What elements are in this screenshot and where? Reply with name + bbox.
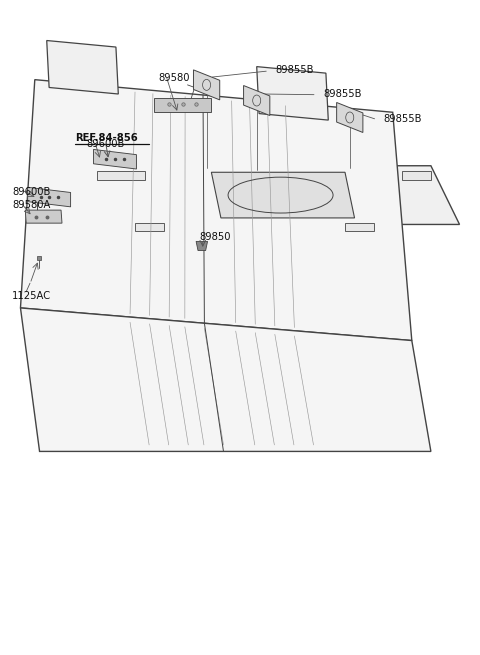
Text: 89580A: 89580A [12,200,50,210]
Text: 89855B: 89855B [383,114,421,124]
Polygon shape [336,102,363,132]
Polygon shape [21,80,412,341]
Polygon shape [28,187,71,207]
Polygon shape [257,67,328,120]
Polygon shape [402,171,431,180]
Text: 89855B: 89855B [324,89,362,99]
Polygon shape [87,166,459,225]
Polygon shape [243,86,270,115]
Polygon shape [211,172,355,218]
Polygon shape [47,41,118,94]
Polygon shape [193,70,220,100]
Polygon shape [154,98,211,112]
Polygon shape [97,171,144,180]
Text: REF.84-856: REF.84-856 [75,134,138,143]
Text: 89600B: 89600B [86,139,125,149]
Text: 1125AC: 1125AC [12,291,51,301]
Text: 89580: 89580 [159,73,191,83]
Polygon shape [345,223,373,231]
Text: 89600B: 89600B [12,187,50,197]
Text: 89855B: 89855B [276,65,314,75]
Polygon shape [196,242,207,251]
Polygon shape [94,149,136,169]
Text: 89850: 89850 [199,233,231,242]
Polygon shape [21,308,431,451]
Polygon shape [135,223,164,231]
Polygon shape [25,210,62,223]
